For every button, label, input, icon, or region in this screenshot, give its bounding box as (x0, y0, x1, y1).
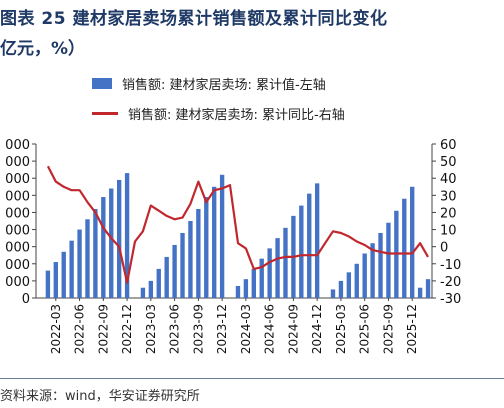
sales-bar (275, 238, 280, 298)
sales-bar (267, 248, 272, 298)
left-tick-label: 000 (5, 172, 30, 187)
sales-bar (53, 262, 58, 298)
left-tick-label: 000 (5, 241, 30, 256)
sales-bar (370, 243, 375, 298)
sales-bar (180, 232, 185, 298)
sales-bar (299, 205, 304, 298)
footer-rule (0, 378, 504, 379)
left-tick-label: 000 (5, 206, 30, 221)
right-tick-label: 10 (440, 224, 457, 239)
sales-bar (283, 227, 288, 298)
right-tick-label: 20 (440, 206, 457, 221)
x-tick-label: 2024-06 (263, 304, 277, 354)
right-tick-label: 30 (440, 189, 457, 204)
legend-line-series: 销售额: 建材家居卖场: 累计同比-右轴 (92, 104, 345, 123)
x-tick-label: 2024-03 (239, 304, 253, 354)
sales-bar (93, 209, 98, 298)
sales-bar (362, 253, 367, 298)
sales-bar (204, 197, 209, 298)
legend-line-swatch (92, 112, 118, 115)
sales-bar (314, 183, 320, 298)
right-tick-label: -20 (440, 275, 461, 290)
x-tick-label: 2022-12 (120, 304, 134, 354)
sales-bar (386, 222, 391, 298)
x-tick-label: 2023-03 (144, 304, 158, 354)
yoy-line (46, 165, 429, 284)
left-tick-label: 000 (5, 155, 30, 170)
right-tick-label: 50 (440, 155, 457, 170)
legend-bar-series: 销售额: 建材家居卖场: 累计值-左轴 (92, 74, 326, 93)
legend-line-label: 销售额: 建材家居卖场: 累计同比-右轴 (128, 108, 345, 123)
left-tick-label: 000 (5, 275, 30, 290)
sales-bar (243, 279, 249, 298)
right-tick-label: 60 (440, 138, 457, 153)
sales-bar (219, 174, 225, 298)
sales-bar (172, 244, 177, 298)
sales-bar (338, 280, 344, 298)
right-tick-label: 0 (440, 241, 448, 256)
legend-bar-label: 销售额: 建材家居卖场: 累计值-左轴 (122, 78, 326, 93)
left-tick-label: 0 (22, 292, 30, 307)
sales-chart: 0000000000000000000000000000-30-20-10010… (5, 138, 461, 354)
x-tick-label: 2023-12 (215, 304, 229, 354)
left-tick-label: 000 (5, 138, 30, 153)
left-tick-label: 000 (5, 224, 30, 239)
x-tick-label: 2023-09 (191, 304, 205, 354)
x-tick-label: 2025-03 (334, 304, 348, 354)
sales-bar (307, 193, 312, 298)
sales-bar (109, 188, 114, 298)
x-tick-label: 2025-09 (381, 304, 395, 354)
right-tick-label: 40 (440, 172, 457, 187)
sales-bar (85, 219, 90, 298)
sales-bar (156, 268, 161, 298)
sales-bar (116, 179, 122, 298)
sales-bar (140, 287, 146, 298)
x-tick-label: 2022-03 (49, 304, 63, 354)
sales-bar (251, 268, 256, 298)
right-tick-label: -30 (440, 292, 461, 307)
x-tick-label: 2025-06 (358, 304, 372, 354)
chart-subtitle: 亿元，%） (0, 39, 86, 59)
left-tick-label: 000 (5, 189, 30, 204)
sales-bar (69, 240, 74, 298)
sales-bar (164, 256, 169, 298)
sales-bar (77, 229, 82, 298)
x-tick-label: 2025-12 (405, 304, 419, 354)
x-tick-label: 2024-09 (286, 304, 300, 354)
chart-title: 图表 25 建材家居卖场累计销售额及累计同比变化 (0, 9, 388, 29)
x-tick-label: 2022-09 (96, 304, 110, 354)
sales-bar (346, 272, 352, 298)
x-tick-label: 2024-12 (310, 304, 324, 354)
sales-bar (196, 209, 201, 298)
x-tick-label: 2022-06 (73, 304, 87, 354)
sales-bar (45, 270, 51, 298)
source-note: 资料来源：wind，华安证券研究所 (0, 389, 200, 404)
sales-bar (425, 279, 431, 298)
sales-bar (417, 287, 423, 298)
left-tick-label: 000 (5, 258, 30, 273)
sales-bar (148, 280, 154, 298)
sales-bar (378, 232, 383, 298)
sales-bar (410, 186, 415, 298)
legend-bar-swatch (92, 78, 112, 89)
sales-bar (354, 263, 359, 298)
sales-bar (330, 289, 336, 298)
sales-bar (61, 251, 66, 298)
sales-bar (188, 221, 193, 298)
sales-bar (124, 173, 130, 298)
sales-bar (402, 198, 407, 298)
right-tick-label: -10 (440, 258, 461, 273)
sales-bar (235, 286, 241, 298)
sales-bar (101, 197, 106, 298)
sales-bar (259, 258, 264, 298)
sales-bar (212, 186, 217, 298)
x-tick-label: 2023-06 (168, 304, 182, 354)
